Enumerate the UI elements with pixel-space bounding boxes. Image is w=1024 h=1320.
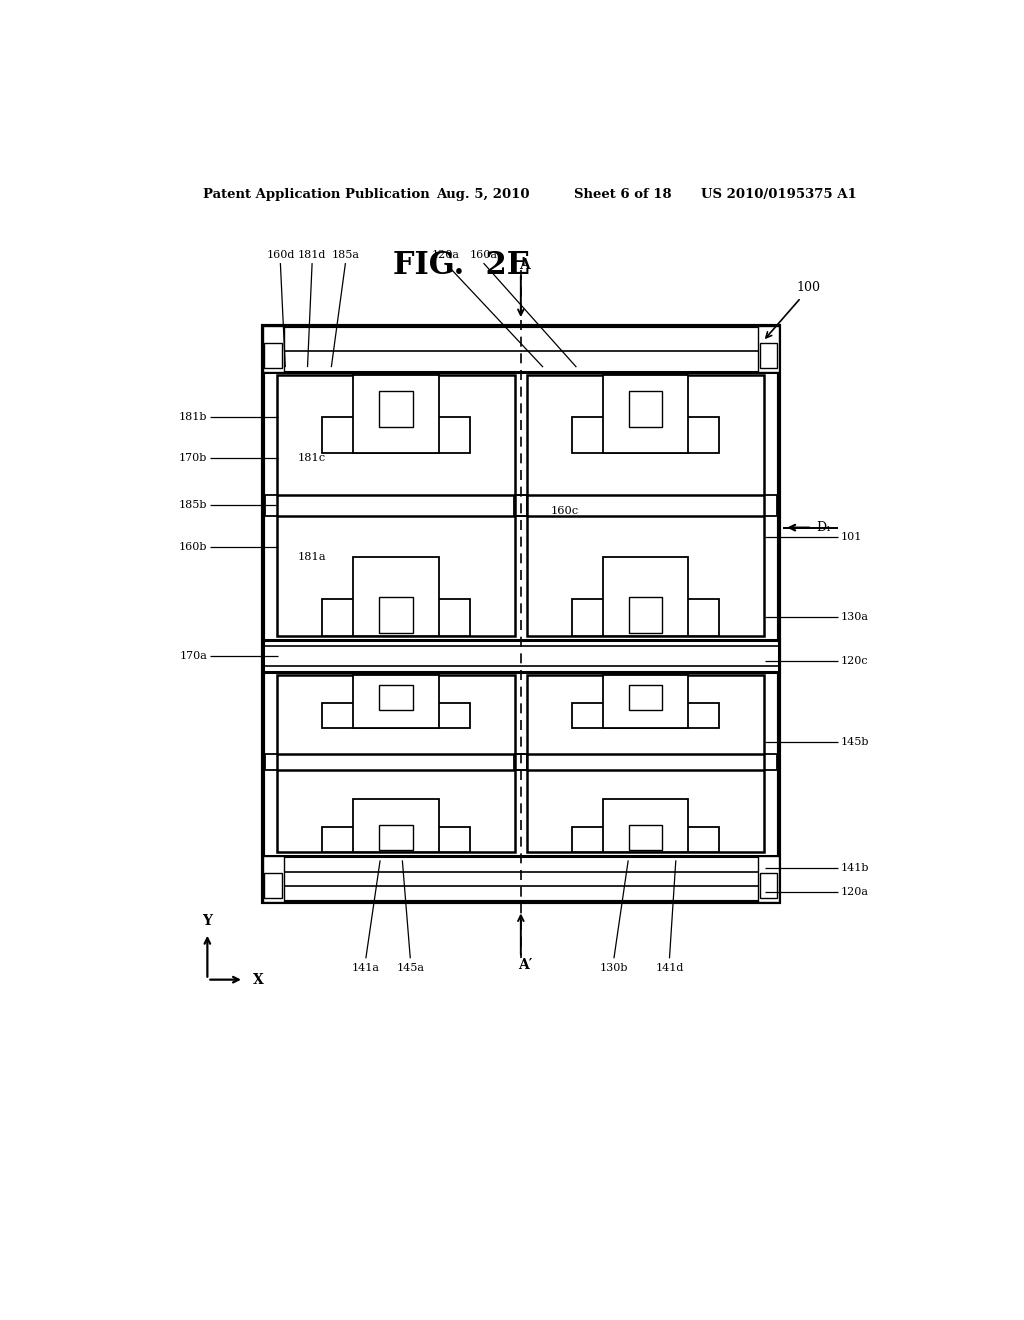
Bar: [758, 857, 778, 903]
Bar: [323, 826, 470, 851]
Bar: [760, 873, 777, 899]
Text: 141b: 141b: [841, 863, 869, 873]
Text: 181a: 181a: [297, 553, 326, 562]
Text: 160a: 160a: [470, 249, 498, 260]
Bar: [264, 873, 282, 899]
Text: 120a: 120a: [431, 249, 460, 260]
Text: 130b: 130b: [600, 964, 628, 973]
Bar: [379, 825, 413, 850]
Bar: [629, 391, 663, 428]
Text: Y: Y: [203, 913, 212, 928]
Bar: [379, 597, 413, 634]
Bar: [760, 342, 777, 368]
Bar: [758, 326, 778, 372]
Bar: [603, 557, 688, 635]
Text: 141d: 141d: [655, 964, 684, 973]
Text: 185b: 185b: [179, 500, 207, 511]
Text: FIG.  2E: FIG. 2E: [393, 249, 529, 281]
Text: 145a: 145a: [396, 964, 424, 973]
Bar: [629, 597, 663, 634]
Bar: [278, 375, 515, 635]
Bar: [353, 675, 438, 727]
Bar: [278, 675, 515, 851]
Bar: [353, 799, 438, 851]
Bar: [572, 417, 719, 453]
Text: 170b: 170b: [179, 454, 207, 463]
Text: 181b: 181b: [179, 412, 207, 422]
Bar: [263, 857, 284, 903]
Text: US 2010/0195375 A1: US 2010/0195375 A1: [701, 189, 857, 202]
Bar: [603, 675, 688, 727]
Bar: [263, 640, 778, 672]
Text: 160d: 160d: [266, 249, 295, 260]
Text: 100: 100: [797, 281, 820, 294]
Bar: [323, 599, 470, 635]
Bar: [323, 704, 470, 727]
Text: Sheet 6 of 18: Sheet 6 of 18: [574, 189, 672, 202]
Bar: [263, 326, 778, 903]
Text: Aug. 5, 2010: Aug. 5, 2010: [436, 189, 529, 202]
Text: 160c: 160c: [551, 506, 579, 516]
Text: 181c: 181c: [297, 454, 326, 463]
Bar: [264, 342, 282, 368]
Text: X: X: [253, 973, 264, 986]
Text: A: A: [519, 259, 530, 272]
Bar: [353, 375, 438, 453]
Bar: [379, 391, 413, 428]
Text: D₁: D₁: [816, 521, 831, 535]
Bar: [323, 417, 470, 453]
Text: 120a: 120a: [841, 887, 868, 898]
Text: 160b: 160b: [179, 543, 207, 552]
Text: 130a: 130a: [841, 612, 868, 622]
Bar: [629, 685, 663, 710]
Text: 120c: 120c: [841, 656, 868, 665]
Text: 185a: 185a: [332, 249, 359, 260]
Text: A′: A′: [517, 958, 532, 973]
Bar: [603, 799, 688, 851]
Text: 141a: 141a: [352, 964, 380, 973]
Bar: [353, 557, 438, 635]
Text: 181d: 181d: [298, 249, 327, 260]
Bar: [572, 826, 719, 851]
Bar: [527, 675, 764, 851]
Bar: [379, 685, 413, 710]
Bar: [603, 375, 688, 453]
Text: 101: 101: [841, 532, 862, 541]
Bar: [572, 704, 719, 727]
Bar: [629, 825, 663, 850]
Text: Patent Application Publication: Patent Application Publication: [204, 189, 430, 202]
Bar: [527, 375, 764, 635]
Text: 170a: 170a: [179, 651, 207, 661]
Bar: [572, 599, 719, 635]
Text: 145b: 145b: [841, 737, 869, 747]
Bar: [263, 326, 284, 372]
